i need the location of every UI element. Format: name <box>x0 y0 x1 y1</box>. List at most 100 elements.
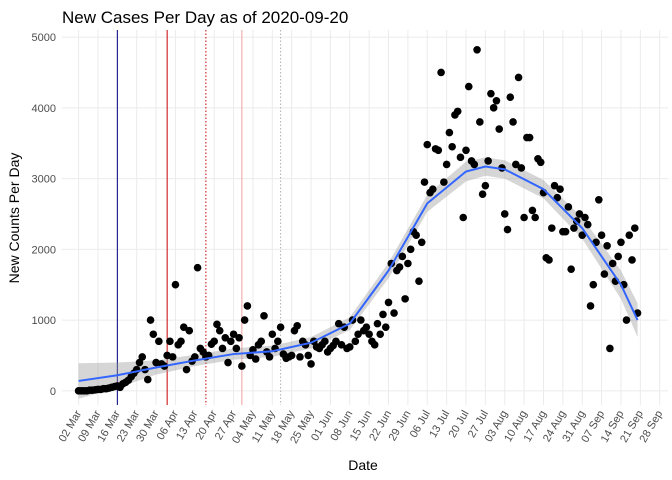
data-point <box>462 146 470 155</box>
data-point <box>260 312 268 320</box>
data-point <box>296 353 304 361</box>
data-point <box>423 140 432 149</box>
data-point <box>550 181 559 190</box>
data-point <box>420 178 429 186</box>
data-point <box>345 343 354 351</box>
data-point <box>489 104 498 112</box>
data-point <box>384 298 393 307</box>
data-point <box>351 337 360 346</box>
data-point <box>509 118 517 126</box>
data-point <box>545 256 553 264</box>
data-point <box>191 353 199 361</box>
data-point <box>586 302 595 310</box>
x-axis-label: Date <box>348 457 378 473</box>
data-point <box>404 259 412 268</box>
data-point <box>597 231 606 239</box>
data-point <box>570 224 578 232</box>
data-point <box>622 316 631 324</box>
data-point <box>232 344 241 353</box>
data-point <box>370 341 379 349</box>
data-point <box>464 82 473 91</box>
data-point <box>625 231 634 239</box>
data-point <box>257 337 266 346</box>
data-point <box>561 227 570 236</box>
data-point <box>434 146 443 155</box>
data-point <box>274 337 282 346</box>
data-point <box>146 316 155 324</box>
data-point <box>525 133 534 142</box>
data-point <box>268 330 277 339</box>
data-point <box>528 206 537 215</box>
data-point <box>155 337 163 346</box>
data-point <box>168 353 177 361</box>
data-point <box>213 320 221 329</box>
y-tick-label: 3000 <box>32 174 56 186</box>
chart-title: New Cases Per Day as of 2020-09-20 <box>62 8 348 27</box>
data-point <box>476 118 484 126</box>
data-point <box>235 333 243 342</box>
data-point <box>179 323 188 331</box>
data-point <box>514 73 523 82</box>
data-point <box>517 164 526 172</box>
data-point <box>226 337 235 346</box>
data-point <box>293 321 302 330</box>
data-point <box>362 323 371 331</box>
data-point <box>243 302 252 310</box>
data-point <box>240 316 249 324</box>
data-point <box>445 128 454 137</box>
data-point <box>448 142 456 151</box>
data-point <box>224 358 232 367</box>
data-point <box>556 185 564 193</box>
data-point <box>459 213 468 222</box>
data-point <box>512 160 520 169</box>
data-point <box>138 353 147 361</box>
data-point <box>487 89 495 98</box>
y-tick-label: 0 <box>50 386 56 398</box>
data-point <box>589 280 598 289</box>
data-point <box>365 330 373 339</box>
data-point <box>171 280 180 289</box>
data-point <box>337 341 346 349</box>
data-point <box>506 93 515 102</box>
data-point <box>478 190 487 198</box>
data-point <box>379 310 387 319</box>
data-point <box>373 319 382 328</box>
data-point <box>149 330 158 339</box>
data-point <box>564 203 573 211</box>
data-point <box>357 316 365 324</box>
data-point <box>251 355 260 363</box>
data-point <box>321 337 329 346</box>
data-point <box>398 252 407 261</box>
data-point <box>492 96 501 105</box>
data-point <box>218 344 227 353</box>
data-point <box>473 46 481 54</box>
data-point <box>135 358 144 367</box>
data-point <box>238 362 246 370</box>
data-point <box>143 375 152 384</box>
data-point <box>572 217 581 225</box>
data-point <box>520 213 528 222</box>
data-point <box>182 365 191 374</box>
data-point <box>456 153 465 162</box>
data-point <box>287 351 296 360</box>
data-point <box>210 337 218 346</box>
data-point <box>608 259 617 268</box>
data-point <box>334 319 343 328</box>
data-point <box>412 231 420 239</box>
data-point <box>453 107 462 116</box>
data-point <box>381 323 390 331</box>
data-point <box>595 196 603 204</box>
data-point <box>553 193 562 202</box>
data-point <box>628 256 636 264</box>
data-point <box>442 160 451 169</box>
data-point <box>415 277 423 285</box>
data-point <box>578 231 587 239</box>
data-point <box>390 309 398 317</box>
data-point <box>229 330 238 339</box>
data-point <box>630 224 639 232</box>
data-point <box>376 330 385 339</box>
data-point <box>177 337 185 346</box>
data-point <box>428 185 437 193</box>
y-tick-label: 5000 <box>32 32 56 44</box>
data-point <box>500 210 509 218</box>
